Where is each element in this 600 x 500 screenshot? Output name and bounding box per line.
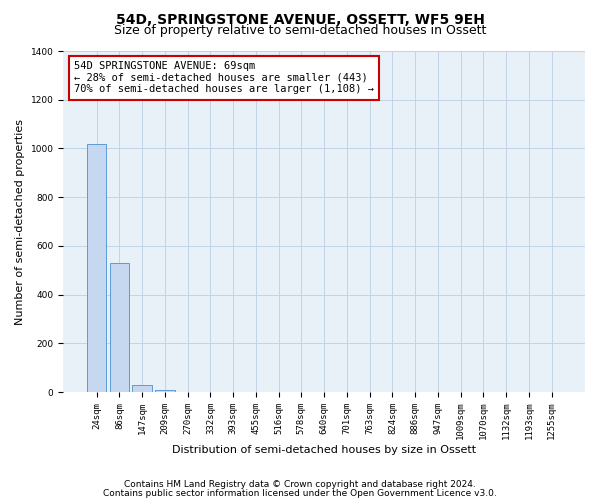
Y-axis label: Number of semi-detached properties: Number of semi-detached properties xyxy=(15,118,25,324)
Text: Contains public sector information licensed under the Open Government Licence v3: Contains public sector information licen… xyxy=(103,488,497,498)
Bar xyxy=(133,385,152,392)
Text: 54D SPRINGSTONE AVENUE: 69sqm
← 28% of semi-detached houses are smaller (443)
70: 54D SPRINGSTONE AVENUE: 69sqm ← 28% of s… xyxy=(74,61,374,94)
Text: Size of property relative to semi-detached houses in Ossett: Size of property relative to semi-detach… xyxy=(114,24,486,37)
Text: 54D, SPRINGSTONE AVENUE, OSSETT, WF5 9EH: 54D, SPRINGSTONE AVENUE, OSSETT, WF5 9EH xyxy=(116,12,484,26)
Bar xyxy=(155,390,175,392)
X-axis label: Distribution of semi-detached houses by size in Ossett: Distribution of semi-detached houses by … xyxy=(172,445,476,455)
Bar xyxy=(87,144,106,392)
Text: Contains HM Land Registry data © Crown copyright and database right 2024.: Contains HM Land Registry data © Crown c… xyxy=(124,480,476,489)
Bar xyxy=(110,263,129,392)
